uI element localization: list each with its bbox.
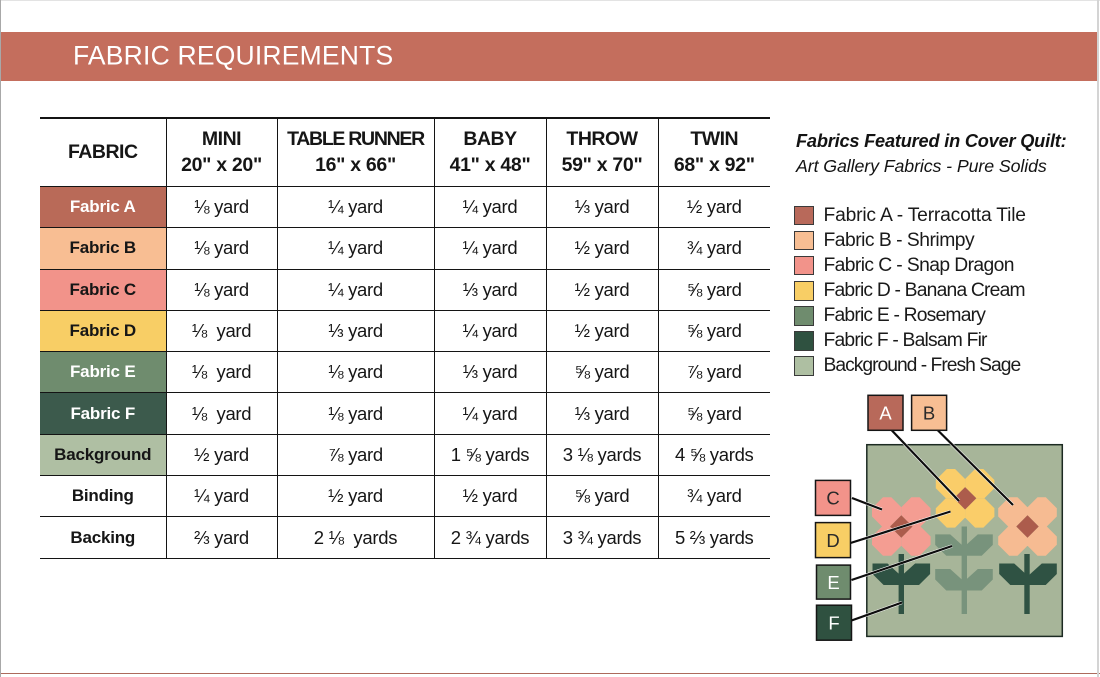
svg-text:D: D bbox=[826, 530, 839, 551]
svg-text:F: F bbox=[828, 612, 839, 633]
svg-text:C: C bbox=[826, 488, 839, 509]
svg-text:B: B bbox=[923, 403, 935, 424]
svg-text:A: A bbox=[879, 403, 892, 424]
svg-text:E: E bbox=[827, 572, 839, 593]
